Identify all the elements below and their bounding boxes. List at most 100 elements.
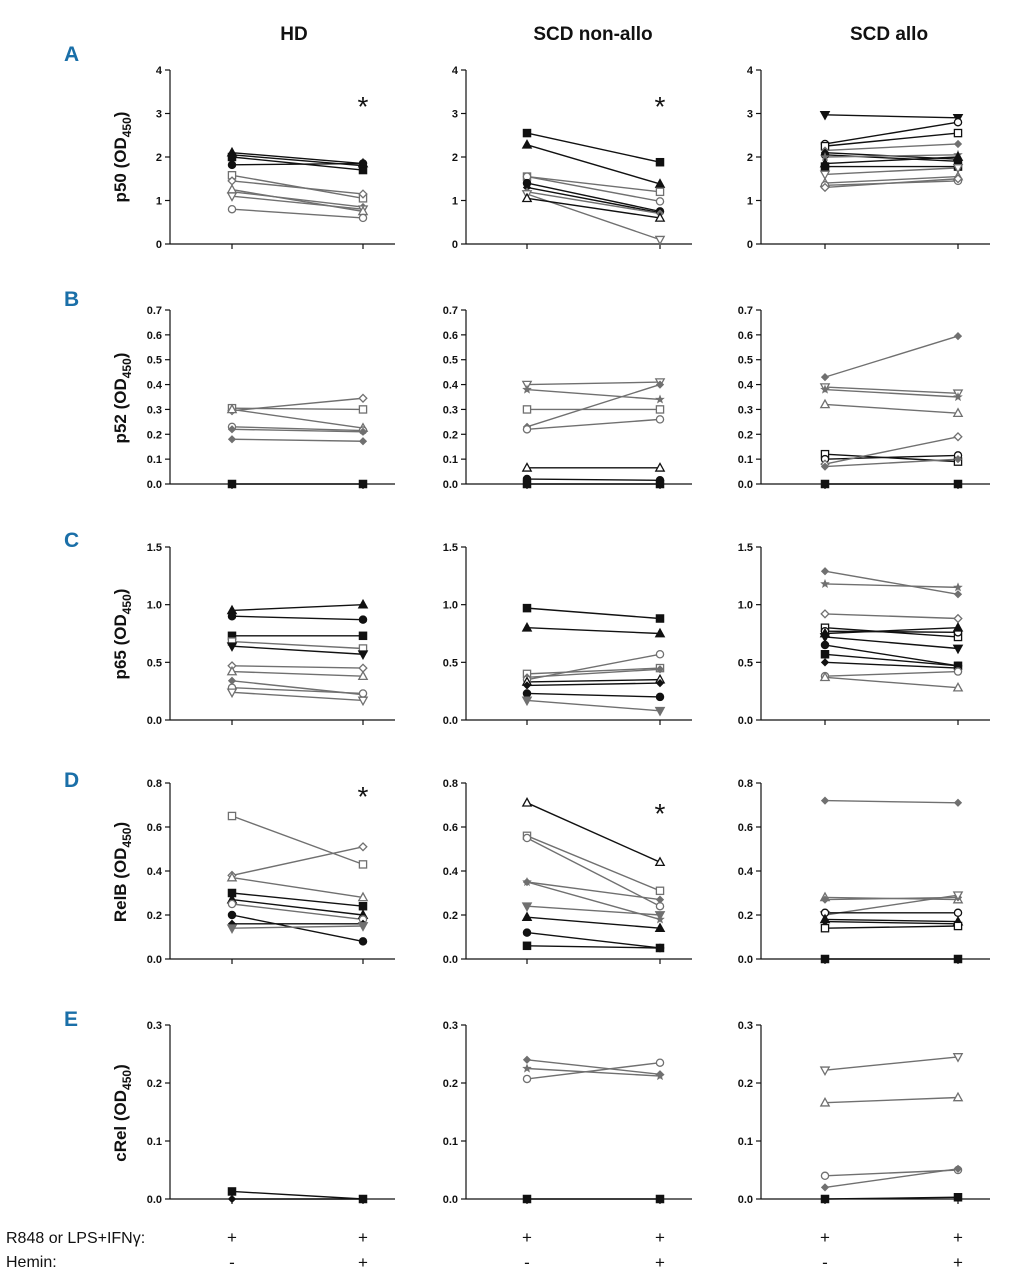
chart-panel-d-2: 0.0 0.2 0.4 0.6 0.8: [738, 778, 990, 966]
y-tick-label: 0: [452, 239, 458, 251]
y-tick-label: 1: [156, 196, 162, 208]
chart-panel-d-0: 0.0 0.2 0.4 0.6 0.8: [147, 778, 395, 966]
y-tick-label: 0.1: [147, 454, 162, 466]
series-line: [231, 408, 364, 429]
y-tick-label: 0.0: [738, 479, 753, 491]
data-point: [819, 633, 831, 643]
data-point: [358, 860, 368, 869]
data-point: [953, 798, 963, 807]
series-line: [824, 583, 959, 589]
data-point: [655, 380, 665, 389]
chart-panel-e-1: 0.0 0.1 0.2 0.3: [443, 1020, 692, 1206]
data-point: [655, 692, 665, 702]
chart-panel-a-1: 0 1 2 3 4 *: [452, 65, 692, 251]
series-line: [824, 894, 959, 916]
series-line: [526, 144, 661, 185]
data-point: [820, 923, 830, 933]
data-point: [227, 811, 237, 821]
stimulus-sign: +: [522, 1228, 532, 1247]
data-point: [522, 384, 532, 394]
series-line: [824, 1168, 959, 1189]
series-line: [824, 636, 959, 650]
series-line: [526, 388, 661, 401]
y-tick-label: 0.5: [738, 355, 753, 367]
series-line: [824, 386, 959, 394]
data-point: [953, 590, 963, 599]
series-line: [231, 603, 364, 612]
data-point: [953, 1193, 963, 1202]
data-point: [227, 676, 237, 685]
series-line: [824, 613, 959, 620]
data-point: [357, 650, 369, 661]
series-line: [526, 678, 661, 683]
data-point: [226, 642, 238, 652]
data-point: [819, 110, 831, 121]
y-tick-label: 0.7: [738, 305, 753, 317]
y-tick-label: 0.5: [738, 657, 753, 669]
y-tick-label: 0.3: [147, 1020, 162, 1032]
y-tick-label: 0.1: [738, 1136, 753, 1148]
data-point: [820, 578, 830, 588]
series-line: [231, 898, 364, 916]
series-line: [824, 132, 959, 147]
data-point: [227, 152, 237, 162]
data-point: [953, 432, 963, 442]
y-axis-label-subscript: 450: [120, 594, 134, 614]
hemin-sign: +: [358, 1253, 368, 1272]
data-point: [953, 174, 963, 184]
y-tick-label: 0.0: [738, 954, 753, 966]
data-point: [819, 398, 831, 409]
chart-panel-c-1: 0.0 0.5 1.0 1.5: [443, 542, 692, 727]
series-line: [526, 837, 661, 907]
series-line: [231, 151, 364, 165]
series-line: [231, 438, 364, 442]
series-line: [526, 653, 661, 681]
y-tick-label: 0.0: [443, 1194, 458, 1206]
y-tick-label: 0.6: [443, 330, 458, 342]
data-point: [820, 479, 830, 489]
series-line: [824, 918, 959, 923]
y-tick-label: 0.8: [147, 778, 162, 790]
panel-row-label: C: [64, 529, 79, 552]
series-line: [526, 182, 661, 213]
y-tick-label: 0.4: [443, 866, 459, 878]
series-line: [231, 670, 364, 677]
series-line: [824, 175, 959, 184]
data-point: [654, 462, 666, 472]
data-point: [227, 611, 237, 621]
y-tick-label: 2: [156, 152, 162, 164]
y-tick-label: 0.7: [443, 305, 458, 317]
data-point: [820, 1171, 830, 1181]
significance-asterisk: *: [358, 781, 369, 812]
data-point: [522, 1074, 532, 1084]
stimulus-sign: +: [820, 1228, 830, 1247]
data-point: [820, 640, 830, 650]
data-point: [820, 895, 830, 904]
series-line: [231, 180, 364, 195]
data-point: [358, 615, 368, 624]
data-point: [819, 170, 831, 181]
y-axis-label-subscript: 450: [120, 827, 134, 847]
data-point: [358, 189, 368, 199]
condition-label-hemin: Hemin:: [6, 1254, 57, 1271]
y-tick-label: 0.4: [147, 380, 163, 392]
column-title: SCD allo: [850, 24, 928, 45]
data-point: [522, 603, 532, 613]
data-point: [227, 425, 237, 434]
data-point: [358, 437, 368, 446]
data-point: [522, 1063, 532, 1073]
series-line: [231, 208, 364, 219]
series-line: [824, 799, 959, 804]
data-point: [952, 891, 964, 901]
series-line: [824, 403, 959, 414]
series-line: [824, 1096, 959, 1104]
stimulus-sign: +: [227, 1228, 237, 1247]
data-point: [820, 796, 830, 805]
series-line: [231, 640, 364, 650]
y-axis-label-main: RelB (OD: [111, 848, 130, 923]
y-axis-label: p50 (OD450): [111, 112, 134, 203]
data-point: [654, 627, 666, 638]
data-point: [227, 479, 237, 489]
y-tick-label: 0.0: [147, 1194, 162, 1206]
